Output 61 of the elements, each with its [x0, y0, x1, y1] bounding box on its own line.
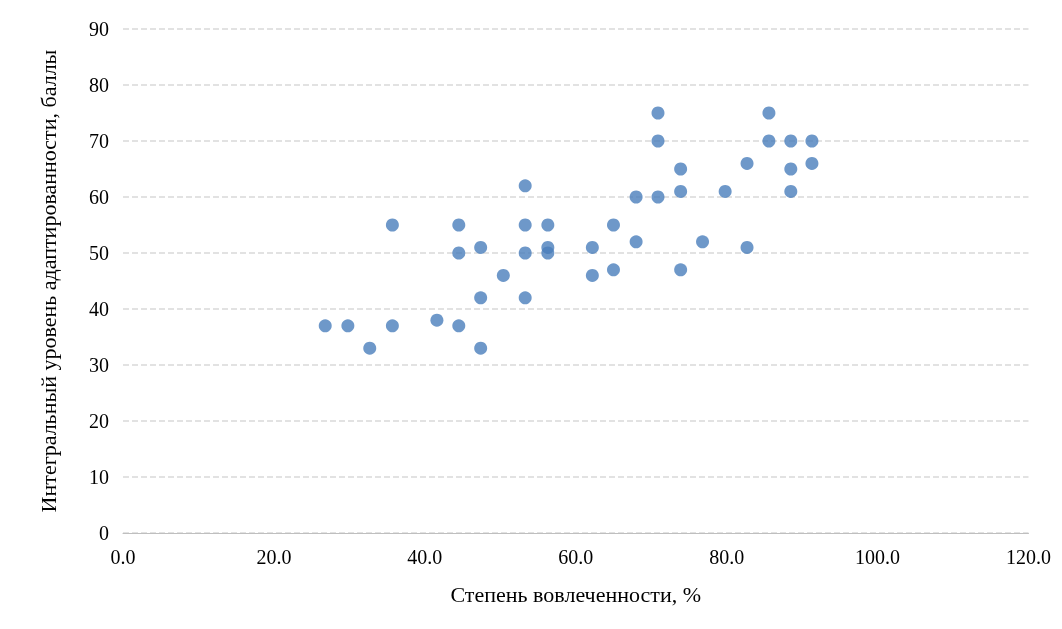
y-axis-title: Интегральный уровень адаптированности, баллы: [35, 49, 61, 513]
point: [474, 291, 488, 305]
point: [740, 156, 754, 170]
x-tick-label: 0.0: [110, 546, 136, 568]
point: [651, 134, 665, 148]
point: [430, 313, 444, 327]
point: [674, 263, 688, 277]
point: [674, 184, 688, 198]
point: [541, 218, 555, 232]
point: [385, 218, 399, 232]
point: [784, 184, 798, 198]
y-tick-label: 90: [89, 18, 109, 40]
point: [363, 341, 377, 355]
point: [518, 179, 532, 193]
x-tick-label: 100.0: [855, 546, 901, 568]
point: [651, 106, 665, 120]
point: [696, 235, 710, 249]
x-tick-label: 60.0: [558, 546, 594, 568]
x-tick-label: 120.0: [1006, 546, 1051, 568]
point: [518, 218, 532, 232]
point: [606, 218, 620, 232]
point: [718, 184, 732, 198]
point: [385, 319, 399, 333]
point: [518, 291, 532, 305]
point: [629, 235, 643, 249]
point: [651, 190, 665, 204]
x-axis-title: Степень вовлеченности, %: [450, 581, 702, 607]
point: [541, 240, 555, 254]
point: [341, 319, 355, 333]
y-tick-label: 10: [89, 466, 109, 488]
y-tick-label: 30: [89, 354, 109, 376]
x-tick-label: 20.0: [256, 546, 292, 568]
y-tick-label: 60: [89, 186, 109, 208]
y-tick-label: 70: [89, 130, 109, 152]
x-tick-label: 40.0: [407, 546, 443, 568]
point: [784, 134, 798, 148]
y-tick-label: 40: [89, 298, 109, 320]
point: [805, 156, 819, 170]
point: [585, 268, 599, 282]
point: [518, 246, 532, 260]
y-tick-label: 50: [89, 242, 109, 264]
point: [452, 246, 466, 260]
y-tick-label: 20: [89, 410, 109, 432]
point: [740, 240, 754, 254]
point: [784, 162, 798, 176]
point: [496, 268, 510, 282]
point: [452, 218, 466, 232]
point: [452, 319, 466, 333]
point: [318, 319, 332, 333]
point: [474, 240, 488, 254]
y-tick-label: 80: [89, 74, 109, 96]
point: [762, 106, 776, 120]
point: [805, 134, 819, 148]
point: [474, 341, 488, 355]
point: [585, 240, 599, 254]
point: [674, 162, 688, 176]
point: [629, 190, 643, 204]
y-tick-label: 0: [99, 522, 109, 544]
point: [762, 134, 776, 148]
point: [606, 263, 620, 277]
x-tick-label: 80.0: [709, 546, 745, 568]
